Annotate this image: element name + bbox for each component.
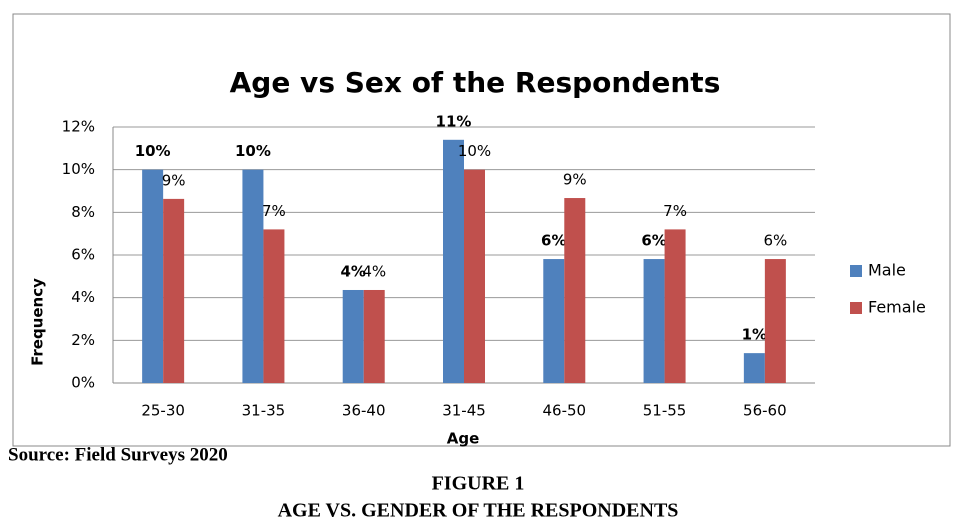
legend-label: Male [868,261,906,280]
value-label: 4% [340,262,365,280]
x-tick-label: 56-60 [743,402,787,420]
legend-swatch [850,265,862,277]
figure-label: FIGURE 1 [432,473,525,495]
value-label: 7% [663,202,687,220]
chart-title: Age vs Sex of the Respondents [230,66,721,99]
bar [543,259,565,383]
value-label: 6% [541,232,566,250]
y-tick-label: 2% [71,331,95,349]
bar [263,229,285,383]
y-tick-label: 0% [71,374,95,392]
bar [764,259,786,383]
value-label: 1% [742,326,767,344]
source-note: Source: Field Surveys 2020 [8,444,228,465]
y-tick-label: 8% [71,203,95,221]
figure-caption: AGE VS. GENDER OF THE RESPONDENTS [278,500,679,522]
bar [464,169,485,383]
bar [242,169,264,383]
legend-label: Female [868,298,926,317]
bar [664,229,686,383]
x-tick-label: 31-45 [442,402,486,420]
legend-swatch [850,302,862,314]
bar [163,198,185,383]
bar [342,289,364,383]
value-label: 6% [763,232,787,250]
x-tick-label: 31-35 [242,402,286,420]
value-label: 10% [235,142,271,160]
bar [443,139,464,383]
x-tick-label: 46-50 [542,402,586,420]
x-axis-label: Age [447,430,480,448]
bar [363,289,385,383]
value-label: 9% [162,171,186,189]
value-label: 11% [436,112,472,130]
value-label: 4% [362,262,386,280]
y-tick-label: 6% [71,246,95,264]
x-tick-label: 36-40 [342,402,386,420]
value-label: 7% [262,202,286,220]
value-label: 10% [135,142,171,160]
value-label: 10% [458,142,491,160]
y-axis-label: Frequency [29,278,47,366]
x-tick-label: 51-55 [643,402,687,420]
y-tick-label: 10% [62,160,95,178]
value-label: 9% [563,171,587,189]
y-tick-label: 4% [71,288,95,306]
bar [743,353,765,383]
bar [142,169,164,383]
bar [564,198,586,383]
y-tick-label: 12% [62,118,95,136]
value-label: 6% [641,232,666,250]
bar [643,259,665,383]
x-tick-label: 25-30 [141,402,185,420]
